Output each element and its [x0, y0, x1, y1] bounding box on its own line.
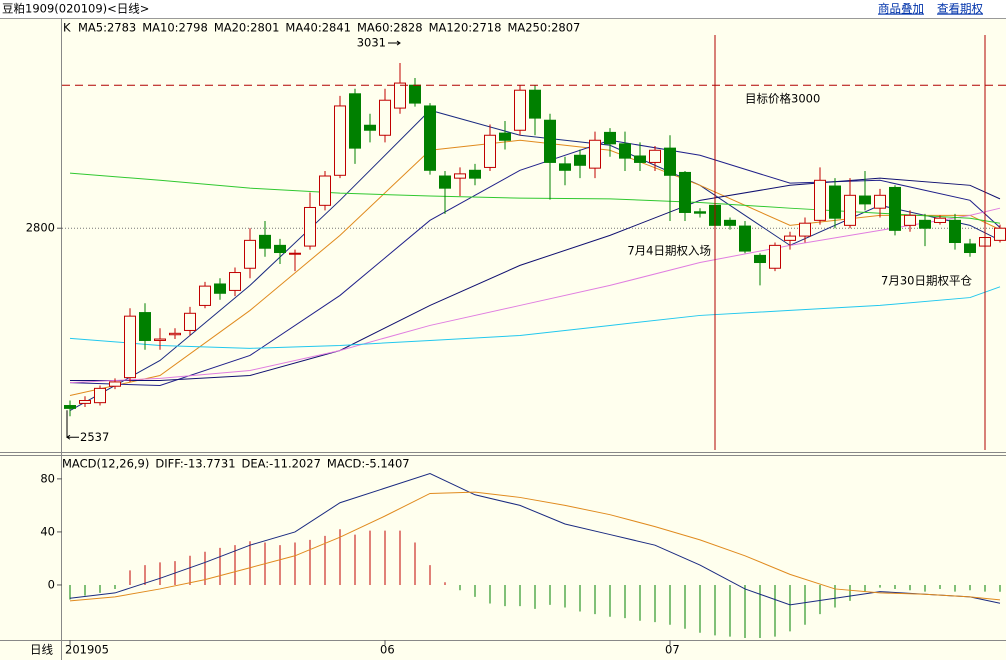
candle-body: [439, 175, 451, 189]
candle-body: [844, 194, 856, 226]
overlay-link[interactable]: 商品叠加: [878, 2, 924, 16]
candle-body: [94, 387, 106, 404]
y-tick-label: 80: [40, 471, 55, 485]
line: [69, 491, 1001, 602]
line: [69, 286, 1001, 349]
options-link[interactable]: 查看期权: [937, 2, 983, 16]
candle-body: [64, 405, 76, 409]
high-label: 3031: [357, 36, 386, 50]
candle-body: [574, 154, 586, 166]
legend-entry: MA10:2798: [142, 21, 208, 35]
candle-body: [349, 93, 361, 149]
candle-body: [259, 234, 271, 249]
legend-entry: MA20:2801: [214, 21, 280, 35]
candle-body: [109, 381, 121, 387]
candle-body: [319, 175, 331, 206]
candle-body: [394, 82, 406, 109]
candle-body: [274, 244, 286, 254]
legend-entry: MACD(12,26,9): [62, 457, 149, 471]
legend-entry: MA250:2807: [507, 21, 580, 35]
candle-body: [514, 89, 526, 131]
candle-body: [124, 315, 136, 379]
candle-body: [244, 239, 256, 269]
candle-body: [814, 179, 826, 221]
candle-body: [214, 283, 226, 294]
candle-body: [829, 185, 841, 219]
candle-body: [799, 222, 811, 237]
candle-body: [634, 155, 646, 163]
candle-body: [649, 149, 661, 163]
candle-body: [529, 89, 541, 119]
x-tick-label: 201905: [65, 643, 109, 657]
candle-body: [469, 169, 481, 179]
candle-body: [289, 252, 301, 255]
candle-body: [229, 272, 241, 291]
low-arrow: [66, 410, 79, 440]
candle-body: [949, 219, 961, 244]
candle-body: [154, 338, 166, 341]
target-label: 目标价格3000: [745, 92, 820, 106]
candle-body: [484, 134, 496, 168]
high-arrow: [388, 40, 401, 46]
candle-body: [664, 147, 676, 176]
legend-entry: MA120:2718: [429, 21, 502, 35]
candle-body: [754, 254, 766, 264]
line: [69, 473, 1001, 606]
legend-entry: DIFF:-13.7731: [155, 457, 235, 471]
line: [70, 177, 1001, 382]
candle-body: [679, 171, 691, 213]
candle-body: [919, 219, 931, 229]
window-title: 豆粕1909(020109)<日线>: [2, 2, 149, 16]
candle-body: [199, 285, 211, 306]
candle-body: [304, 206, 316, 247]
y-tick-label: 40: [40, 524, 55, 538]
legend-entry: MACD:-5.1407: [327, 457, 410, 471]
candle-body: [334, 105, 346, 176]
candle-body: [364, 124, 376, 131]
candle-body: [619, 143, 631, 159]
x-tick-label: 06: [380, 643, 395, 657]
x-tick-label: 07: [665, 643, 680, 657]
candle-body: [79, 400, 91, 404]
candle-body: [169, 332, 181, 336]
axis-label: K: [63, 21, 71, 35]
candle-body: [544, 119, 556, 163]
candle-body: [139, 312, 151, 341]
candle-body: [184, 312, 196, 331]
legend-entry: MA5:2783: [78, 21, 136, 35]
y-tick-label: 2800: [26, 221, 55, 235]
candle-body: [694, 211, 706, 214]
candle-body: [499, 132, 511, 141]
event-label: 7月30日期权平仓: [881, 274, 972, 288]
candle-body: [769, 244, 781, 269]
low-label: 2537: [80, 430, 109, 444]
candle-body: [379, 99, 391, 136]
y-tick-label: 0: [48, 577, 55, 591]
legend-entry: MA40:2841: [285, 21, 351, 35]
event-label: 7月4日期权入场: [627, 244, 711, 258]
candle-body: [424, 105, 436, 171]
candle-body: [994, 227, 1006, 241]
candle-body: [454, 173, 466, 179]
candle-body: [889, 186, 901, 231]
line: [69, 139, 1001, 397]
period-label: 日线: [30, 643, 53, 657]
candle-body: [874, 194, 886, 209]
candle-body: [859, 195, 871, 205]
candle-body: [934, 217, 946, 223]
candle-body: [409, 84, 421, 104]
candle-body: [964, 243, 976, 254]
candle-body: [604, 131, 616, 145]
candle-body: [739, 225, 751, 252]
candle-body: [904, 214, 916, 226]
legend-entry: MA60:2828: [357, 21, 423, 35]
candle-body: [589, 139, 601, 169]
legend-entry: DEA:-11.2027: [242, 457, 321, 471]
candle-body: [784, 235, 796, 241]
candle-body: [724, 219, 736, 226]
line: [69, 139, 1001, 387]
top-bar: [0, 0, 1006, 18]
candle-body: [559, 163, 571, 171]
